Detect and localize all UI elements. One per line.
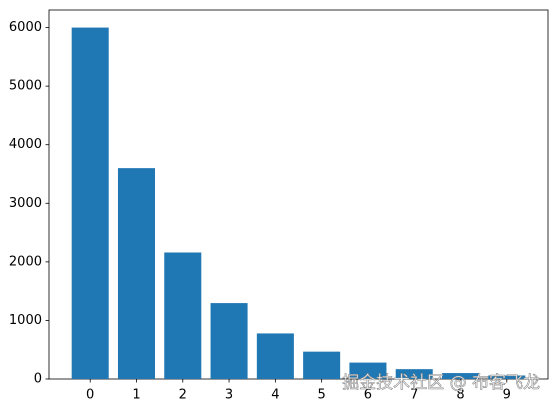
bar	[303, 351, 341, 379]
bar	[210, 303, 248, 379]
y-tick-label: 6000	[9, 20, 42, 35]
y-tick-label: 5000	[9, 79, 42, 94]
x-tick-label: 7	[410, 388, 418, 403]
bar	[395, 369, 433, 379]
y-tick-label: 1000	[9, 313, 42, 328]
bar	[117, 168, 156, 379]
x-tick-label: 3	[225, 388, 233, 403]
bar	[441, 373, 480, 379]
x-tick-label: 2	[179, 388, 187, 403]
bar	[349, 362, 387, 379]
bar	[164, 252, 202, 379]
x-tick-label: 0	[86, 388, 94, 403]
x-tick-label: 9	[503, 388, 511, 403]
y-tick-label: 2000	[9, 254, 42, 269]
bar	[488, 375, 526, 379]
bar	[256, 333, 294, 379]
y-tick-label: 3000	[9, 196, 42, 211]
y-tick-label: 0	[34, 372, 42, 387]
axes-frame	[48, 9, 549, 380]
watermark: 掘金技术社区 @ 布客飞龙	[342, 373, 540, 393]
x-tick-label: 8	[456, 388, 464, 403]
x-tick-label: 6	[364, 388, 372, 403]
y-tick-label: 4000	[9, 137, 42, 152]
x-tick-label: 4	[271, 388, 279, 403]
bar	[71, 27, 109, 379]
x-tick-label: 1	[132, 388, 140, 403]
x-tick-label: 5	[318, 388, 326, 403]
